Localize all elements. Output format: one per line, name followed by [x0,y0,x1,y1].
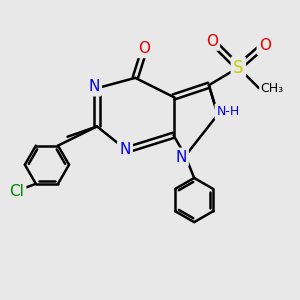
Text: N-H: N-H [216,105,240,118]
Text: O: O [206,34,218,49]
Text: O: O [259,38,271,53]
Text: S: S [233,58,244,76]
Text: Cl: Cl [9,184,24,199]
Text: N: N [88,79,100,94]
Text: O: O [138,41,150,56]
Text: N: N [175,150,187,165]
Text: CH₃: CH₃ [260,82,283,95]
Text: N: N [119,142,131,158]
